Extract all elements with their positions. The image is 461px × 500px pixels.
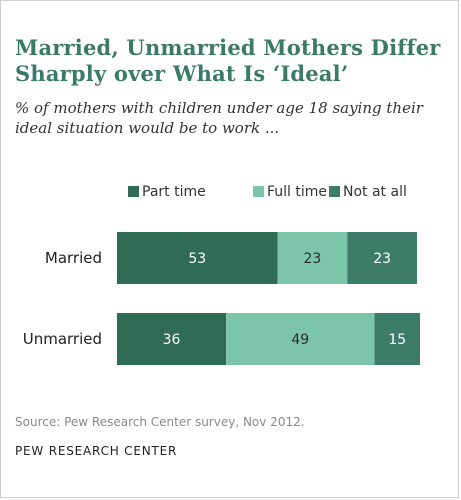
value-label-2-2: 49: [291, 332, 309, 348]
brand-label: PEW RESEARCH CENTER: [15, 444, 178, 458]
category-label-2: Unmarried: [23, 330, 102, 348]
legend-label-2: Full time: [267, 184, 327, 200]
bar-segment-2-3: [374, 313, 420, 365]
legend-label-3: Not at all: [343, 184, 407, 200]
bar-segment-1-1: [117, 232, 278, 284]
legend-label-1: Part time: [142, 184, 206, 200]
bar-segment-1-2: [277, 232, 348, 284]
value-label-1-3: 23: [373, 251, 391, 267]
value-label-2-1: 36: [163, 332, 181, 348]
subtitle-line-1: % of mothers with children under age 18 …: [15, 99, 423, 117]
subtitle-line-2: ideal situation would be to work ...: [15, 119, 280, 137]
value-label-2-3: 15: [388, 332, 406, 348]
stacked-bar-chart: Part time Full time Not at all Married 53 23 2…: [23, 184, 420, 365]
chart-title: Married, Unmarried Mothers Differ Sharpl…: [15, 35, 455, 87]
source-note: Source: Pew Research Center survey, Nov …: [15, 415, 305, 429]
category-label-1: Married: [45, 249, 102, 267]
legend-swatch-1: [128, 186, 139, 197]
legend-swatch-3: [329, 186, 340, 197]
bar-segment-1-3: [347, 232, 417, 284]
bar-segment-2-1: [117, 313, 227, 365]
chart-subtitle: % of mothers with children under age 18 …: [15, 98, 455, 138]
legend-swatch-2: [253, 186, 264, 197]
value-label-1-1: 53: [188, 251, 206, 267]
title-line-2: Sharply over What Is ‘Ideal’: [15, 61, 349, 86]
value-label-1-2: 23: [304, 251, 322, 267]
bar-segment-2-2: [226, 313, 375, 365]
title-line-1: Married, Unmarried Mothers Differ: [15, 35, 441, 60]
